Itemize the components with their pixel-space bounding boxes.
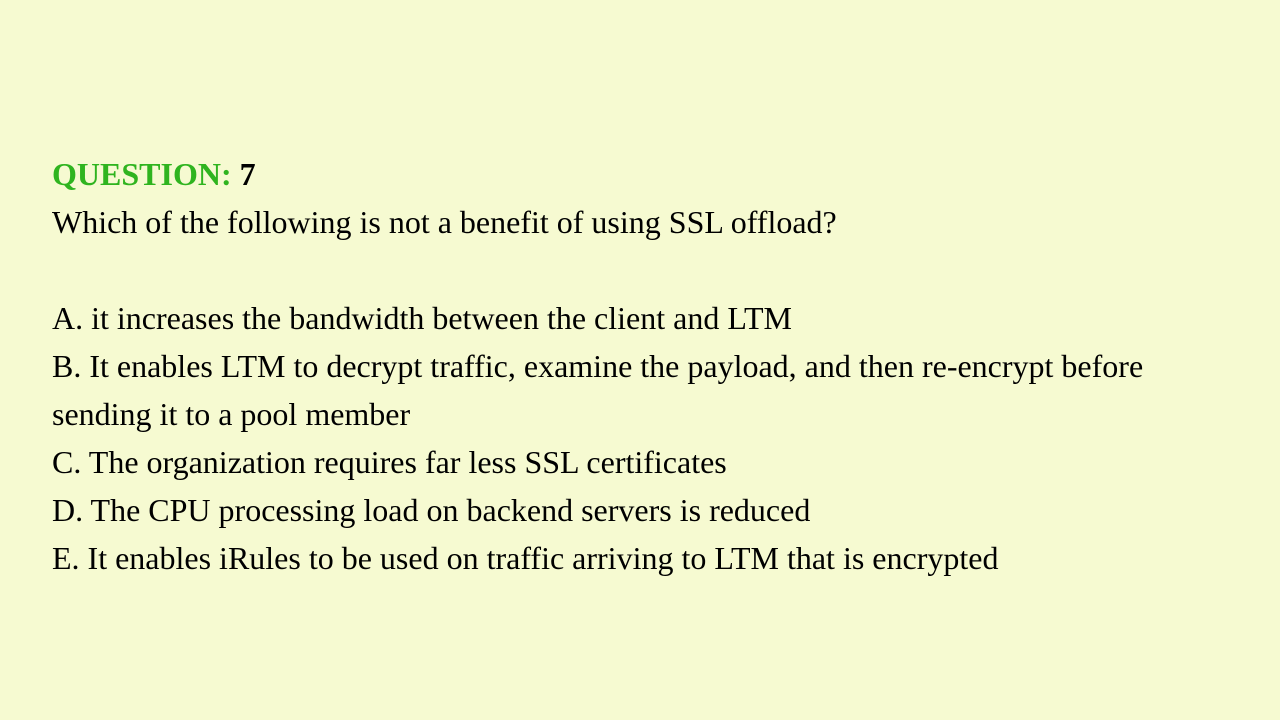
option-e: E. It enables iRules to be used on traff… (52, 534, 1228, 582)
option-a: A. it increases the bandwidth between th… (52, 294, 1228, 342)
question-number: 7 (240, 156, 256, 192)
question-label: QUESTION: (52, 156, 232, 192)
question-header: QUESTION: 7 (52, 150, 1228, 198)
option-d: D. The CPU processing load on backend se… (52, 486, 1228, 534)
options-list: A. it increases the bandwidth between th… (52, 294, 1228, 582)
question-text: Which of the following is not a benefit … (52, 198, 1228, 246)
option-b: B. It enables LTM to decrypt traffic, ex… (52, 342, 1228, 438)
option-c: C. The organization requires far less SS… (52, 438, 1228, 486)
